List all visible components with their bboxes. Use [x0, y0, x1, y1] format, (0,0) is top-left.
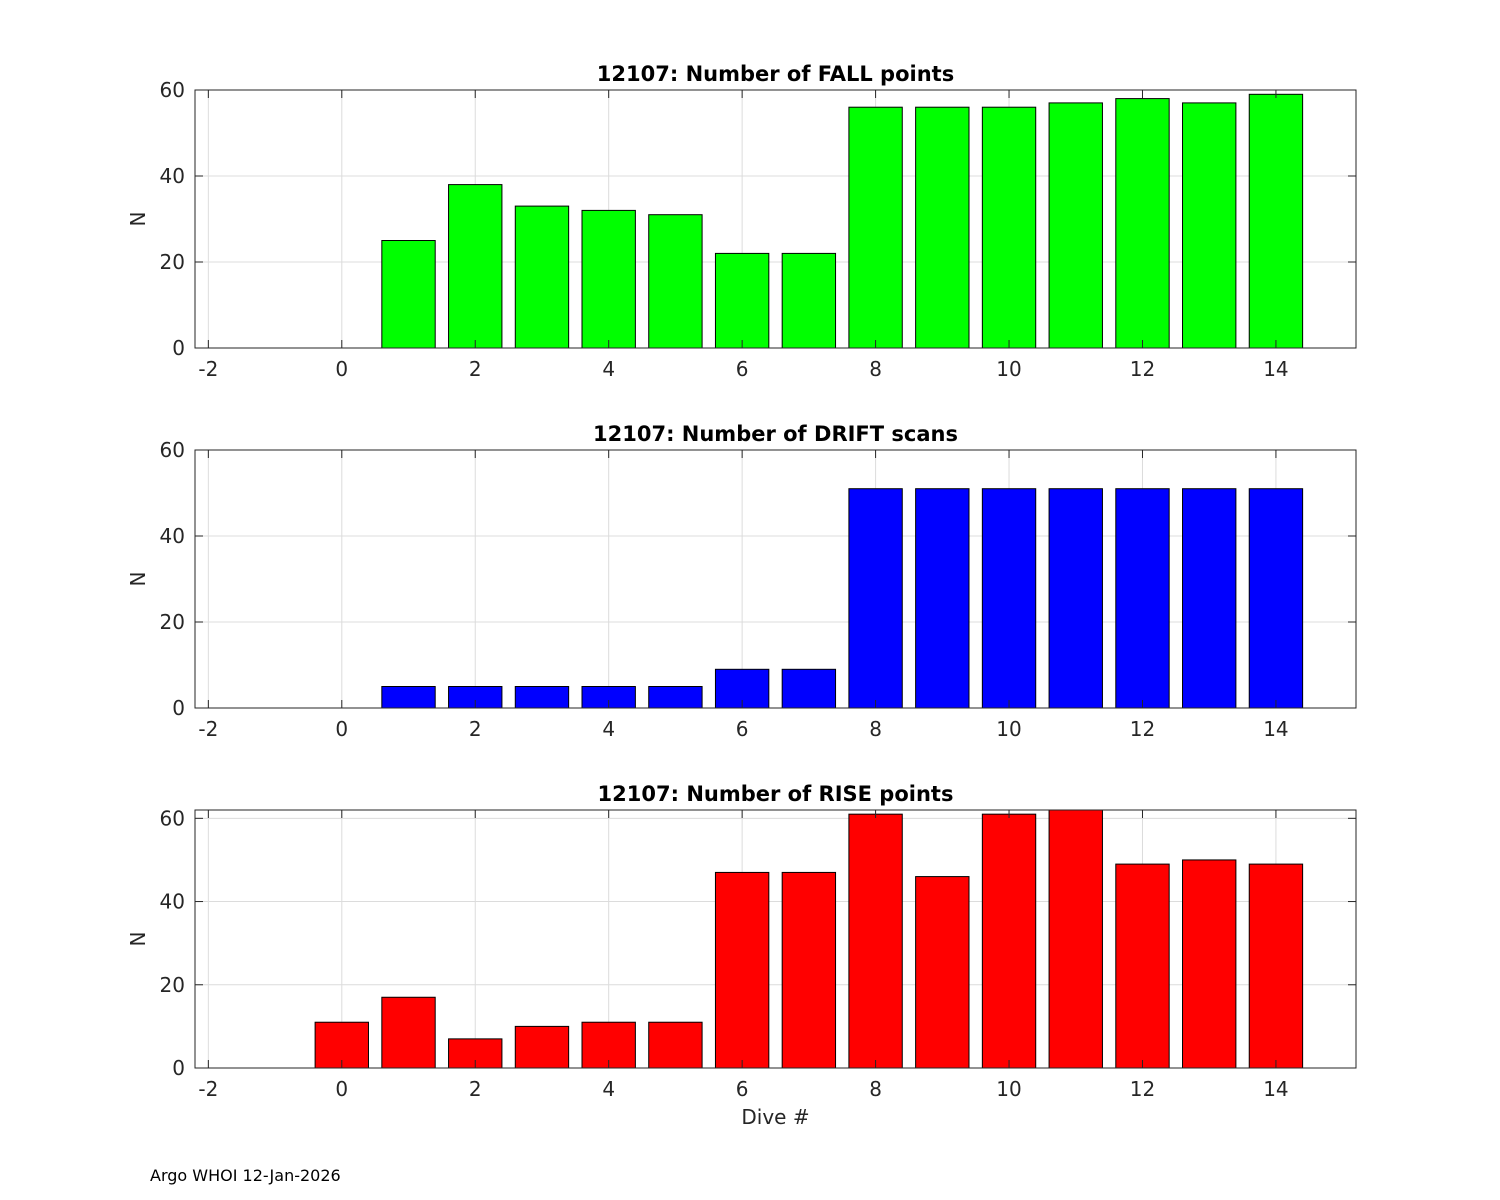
chart-0-x-tick-label: 4 — [602, 357, 615, 381]
chart-0-bar — [514, 205, 570, 349]
chart-1-x-tick-label: 12 — [1130, 717, 1155, 741]
chart-1-bar — [514, 686, 570, 709]
chart-0-bar — [848, 106, 903, 349]
chart-0-bar — [648, 214, 703, 349]
chart-1-x-tick-label: 6 — [736, 717, 749, 741]
chart-1-bar — [915, 488, 970, 709]
chart-2-x-tick-label: 6 — [736, 1077, 749, 1101]
chart-0-bar — [1115, 98, 1170, 349]
chart-0-y-axis-label: N — [126, 212, 150, 227]
chart-1-bar — [1248, 488, 1304, 709]
chart-1-x-tick-label: -2 — [198, 717, 218, 741]
footer-credit: Argo WHOI 12-Jan-2026 — [150, 1166, 341, 1185]
chart-0-bar — [915, 106, 970, 349]
chart-1-y-axis-label: N — [126, 572, 150, 587]
chart-2-bar — [381, 996, 436, 1069]
chart-0-bar — [1182, 102, 1237, 349]
chart-1-x-tick-label: 2 — [469, 717, 482, 741]
chart-2-bar — [848, 813, 903, 1069]
fall-points-panel: -2 0 2 4 6 8 10 12 14 0 20 40 60 12107: Number of FAL… — [126, 62, 1357, 381]
chart-0-bar — [1248, 93, 1304, 349]
chart-1-x-tick-label: 0 — [335, 717, 348, 741]
chart-0-y-tick-label: 40 — [160, 164, 185, 188]
chart-1-bar — [1182, 488, 1237, 709]
chart-0-y-tick-label: 0 — [172, 336, 185, 360]
chart-1-x-tick-label: 4 — [602, 717, 615, 741]
chart-1-bar — [648, 686, 703, 709]
chart-2-x-tick-label: -2 — [198, 1077, 218, 1101]
chart-0-bar — [448, 184, 503, 349]
chart-0-bar — [714, 252, 770, 349]
chart-0-x-tick-label: 10 — [996, 357, 1021, 381]
drift-scans-panel: -2 0 2 4 6 8 10 12 14 0 20 40 60 12107: Number of DRI… — [126, 422, 1357, 741]
chart-2-bar — [915, 876, 970, 1069]
chart-1-bar — [381, 686, 436, 709]
chart-0-x-tick-label: 12 — [1130, 357, 1155, 381]
chart-0-x-tick-label: 0 — [335, 357, 348, 381]
chart-1-y-tick-label: 40 — [160, 524, 185, 548]
chart-2-x-tick-label: 2 — [469, 1077, 482, 1101]
chart-2-bar — [714, 871, 770, 1069]
chart-2-x-tick-label: 8 — [869, 1077, 882, 1101]
chart-2-y-tick-label: 60 — [160, 806, 185, 830]
chart-1-bar — [1115, 488, 1170, 709]
chart-0-title: 12107: Number of FALL points — [597, 62, 954, 86]
chart-2-bar — [981, 813, 1037, 1069]
chart-2-bar — [1248, 863, 1304, 1069]
chart-0-x-tick-label: 8 — [869, 357, 882, 381]
chart-1-x-tick-label: 8 — [869, 717, 882, 741]
chart-0-bar — [581, 209, 636, 349]
rise-points-panel: -2 0 2 4 6 8 10 12 14 0 20 40 60 12107: Number of RIS… — [126, 782, 1357, 1129]
chart-2-x-tick-label: 4 — [602, 1077, 615, 1101]
chart-1-plot-area — [195, 450, 1356, 708]
chart-2-y-tick-label: 0 — [172, 1056, 185, 1080]
chart-1-x-tick-label: 14 — [1263, 717, 1288, 741]
chart-0-axes-box — [194, 89, 1357, 349]
chart-2-axes-box — [194, 809, 1357, 1069]
chart-1-bar — [1048, 488, 1103, 709]
chart-1-bar — [781, 668, 837, 709]
chart-0-y-tick-label: 20 — [160, 250, 185, 274]
chart-1-bar — [981, 488, 1037, 709]
chart-2-x-tick-label: 0 — [335, 1077, 348, 1101]
chart-1-x-tick-label: 10 — [996, 717, 1021, 741]
chart-2-x-axis-label: Dive # — [741, 1105, 809, 1129]
chart-1-axes-box — [194, 449, 1357, 709]
chart-1-y-tick-label: 20 — [160, 610, 185, 634]
chart-0-x-tick-label: 6 — [736, 357, 749, 381]
chart-0-x-tick-label: 14 — [1263, 357, 1288, 381]
chart-0-bar — [781, 252, 837, 349]
chart-2-bar — [1115, 863, 1170, 1069]
chart-0-plot-area — [195, 90, 1356, 348]
chart-2-x-tick-label: 10 — [996, 1077, 1021, 1101]
chart-0-bar — [381, 240, 436, 349]
chart-2-x-tick-label: 14 — [1263, 1077, 1288, 1101]
chart-0-x-tick-label: -2 — [198, 357, 218, 381]
chart-0-bar — [1048, 102, 1103, 349]
chart-1-y-tick-label: 60 — [160, 438, 185, 462]
chart-0-bar — [981, 106, 1037, 349]
chart-2-bar — [1182, 859, 1237, 1069]
chart-0-x-tick-label: 2 — [469, 357, 482, 381]
chart-2-bar — [1048, 809, 1103, 1069]
chart-2-bar — [514, 1025, 570, 1069]
chart-1-y-tick-label: 0 — [172, 696, 185, 720]
chart-2-bar — [781, 871, 837, 1069]
chart-2-title: 12107: Number of RISE points — [598, 782, 954, 806]
chart-2-y-tick-label: 20 — [160, 973, 185, 997]
chart-2-y-axis-label: N — [126, 932, 150, 947]
chart-2-y-tick-label: 40 — [160, 890, 185, 914]
chart-1-bar — [848, 488, 903, 709]
chart-2-plot-area — [195, 810, 1356, 1068]
chart-2-bar — [648, 1021, 703, 1069]
chart-0-y-tick-label: 60 — [160, 78, 185, 102]
chart-2-x-tick-label: 12 — [1130, 1077, 1155, 1101]
chart-1-title: 12107: Number of DRIFT scans — [593, 422, 958, 446]
